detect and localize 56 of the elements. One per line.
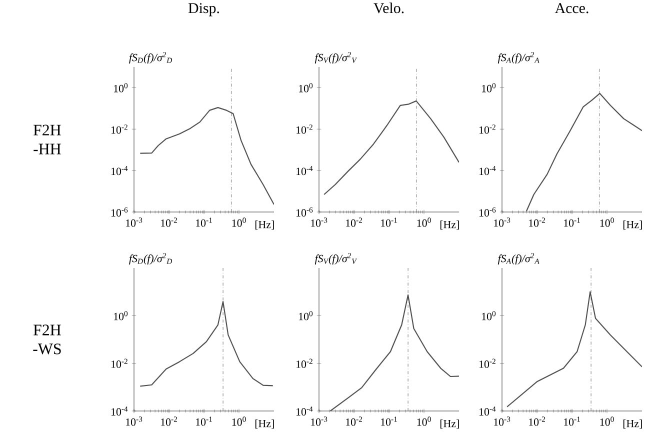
y-tick-label: 10$^{-6}$ <box>479 207 496 217</box>
y-tick-label: 10$^{-4}$ <box>111 406 128 416</box>
x-tick-label: 10$^{-2}$ <box>529 416 545 426</box>
x-tick-label: 10$^{-1}$ <box>564 416 580 426</box>
x-tick-label: 10$^{-3}$ <box>311 218 328 227</box>
chart-title: Acce. <box>554 3 588 14</box>
y-tick-label: 10$^{-2}$ <box>479 358 496 368</box>
x-tick-label: 10$^{-3}$ <box>311 416 328 426</box>
x-tick-label: 10$^{-3}$ <box>126 416 142 426</box>
x-tick-label: 10$^{-2}$ <box>161 218 177 227</box>
x-tick-label: 10$^{-2}$ <box>346 416 362 426</box>
y-tick-label: 10$^{0}$ <box>114 83 128 92</box>
x-tick-label: 10$^{-2}$ <box>161 416 177 426</box>
y-tick-label: 10$^{-6}$ <box>296 207 313 217</box>
y-tick-label: 10$^{-2}$ <box>111 124 128 134</box>
x-tick-label: 10$^{0}$ <box>417 416 431 426</box>
x-tick-label: 10$^{0}$ <box>600 416 614 426</box>
x-axis-title: [Hz] <box>440 220 459 230</box>
x-axis-title: [Hz] <box>623 420 642 429</box>
x-axis-title: [Hz] <box>623 220 642 230</box>
x-tick-label: 10$^{-3}$ <box>494 218 510 227</box>
y-tick-label: 10$^{0}$ <box>482 311 496 320</box>
x-tick-label: 10$^{0}$ <box>232 218 246 227</box>
y-tick-label: 10$^{0}$ <box>482 83 496 92</box>
y-tick-label: 10$^{-4}$ <box>111 166 128 176</box>
y-tick-label: 10$^{0}$ <box>114 311 128 320</box>
x-tick-label: 10$^{-1}$ <box>381 416 397 426</box>
x-tick-label: 10$^{-1}$ <box>196 218 212 227</box>
y-tick-label: 10$^{0}$ <box>299 83 313 92</box>
y-tick-label: 10$^{-4}$ <box>296 166 313 176</box>
y-tick-label: 10$^{-2}$ <box>479 124 496 134</box>
x-tick-label: 10$^{0}$ <box>600 218 614 227</box>
x-tick-label: 10$^{-3}$ <box>126 218 142 227</box>
y-tick-label: 10$^{0}$ <box>299 311 313 320</box>
text: F2H -HH <box>33 124 61 154</box>
y-tick-label: 10$^{-2}$ <box>296 124 312 134</box>
text: F2H -WS <box>33 324 61 354</box>
x-tick-label: 10$^{-1}$ <box>196 416 212 426</box>
x-tick-label: 10$^{-1}$ <box>381 218 397 227</box>
x-tick-label: 10$^{-3}$ <box>494 416 510 426</box>
y-tick-label: 10$^{-4}$ <box>479 166 496 176</box>
x-axis-title: [Hz] <box>255 220 274 230</box>
x-tick-label: 10$^{0}$ <box>232 416 246 426</box>
x-tick-label: 10$^{-2}$ <box>529 218 545 227</box>
x-tick-label: 10$^{-1}$ <box>564 218 580 227</box>
x-tick-label: 10$^{-2}$ <box>346 218 362 227</box>
x-axis-title: [Hz] <box>255 420 274 429</box>
y-tick-label: 10$^{-4}$ <box>296 406 313 416</box>
chart-title: Velo. <box>374 2 404 14</box>
y-tick-label: 10$^{-6}$ <box>111 207 128 217</box>
x-axis-title: [Hz] <box>440 420 459 429</box>
x-tick-label: 10$^{0}$ <box>417 218 431 227</box>
chart-title: Disp. <box>188 3 219 16</box>
y-tick-label: 10$^{-4}$ <box>479 406 496 416</box>
y-tick-label: 10$^{-2}$ <box>296 358 312 368</box>
y-tick-label: 10$^{-2}$ <box>111 358 128 368</box>
